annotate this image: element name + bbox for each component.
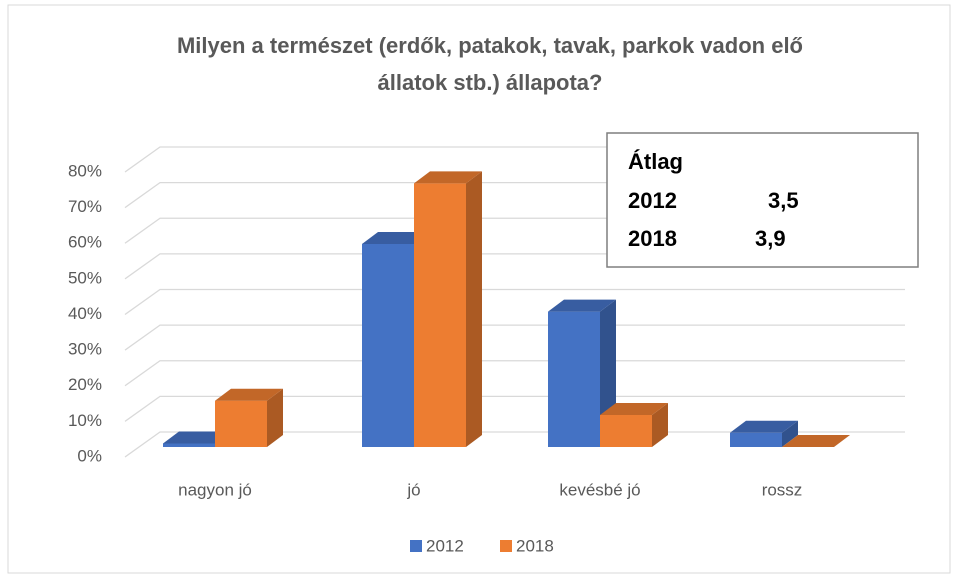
bar bbox=[548, 299, 616, 447]
legend-swatch bbox=[410, 540, 422, 552]
chart-title: Milyen a természet (erdők, patakok, tava… bbox=[177, 33, 803, 58]
annotation-value: 3,5 bbox=[768, 188, 799, 213]
y-tick-label: 10% bbox=[68, 411, 102, 430]
y-tick-label: 50% bbox=[68, 268, 102, 287]
bar-side bbox=[466, 171, 482, 447]
bar-side bbox=[267, 388, 283, 447]
x-tick-label: nagyon jó bbox=[178, 480, 252, 499]
bar-front bbox=[163, 443, 215, 447]
bar-top bbox=[730, 420, 798, 433]
bar-front bbox=[600, 414, 652, 447]
x-tick-label: rossz bbox=[762, 480, 803, 499]
bar-top bbox=[548, 299, 616, 312]
chart-title: állatok stb.) állapota? bbox=[378, 70, 603, 95]
annotation-label: 2012 bbox=[628, 188, 677, 213]
legend-swatch bbox=[500, 540, 512, 552]
x-tick-label: jó bbox=[406, 480, 420, 499]
grid-line bbox=[124, 395, 905, 422]
annotation-title: Átlag bbox=[628, 149, 683, 174]
bar bbox=[600, 402, 668, 447]
bar bbox=[414, 171, 482, 447]
y-tick-label: 0% bbox=[77, 446, 102, 465]
bar-top bbox=[215, 388, 283, 401]
legend-label: 2012 bbox=[426, 536, 464, 555]
annotation-box bbox=[606, 132, 919, 268]
annotation-label: 2018 bbox=[628, 226, 677, 251]
y-tick-label: 60% bbox=[68, 233, 102, 252]
legend-label: 2018 bbox=[516, 536, 554, 555]
bar-top bbox=[362, 231, 430, 244]
bar bbox=[782, 435, 850, 447]
bar-front bbox=[548, 311, 600, 447]
y-tick-label: 20% bbox=[68, 375, 102, 394]
bar bbox=[730, 420, 798, 447]
grid-line bbox=[124, 288, 905, 316]
bar-side bbox=[782, 420, 798, 447]
annotation-value: 3,9 bbox=[755, 226, 786, 251]
bar-top bbox=[163, 431, 231, 444]
x-tick-label: kevésbé jó bbox=[559, 480, 640, 499]
bar-front bbox=[730, 432, 782, 447]
bar-top bbox=[414, 171, 482, 184]
bar-side bbox=[652, 402, 668, 447]
grid-line bbox=[124, 324, 905, 351]
bar-front bbox=[414, 183, 466, 447]
bar-top bbox=[782, 435, 850, 447]
bar-front bbox=[362, 243, 414, 447]
y-tick-label: 40% bbox=[68, 304, 102, 323]
bar-top bbox=[600, 402, 668, 415]
bar-front bbox=[215, 400, 267, 447]
bar bbox=[215, 388, 283, 447]
y-tick-label: 70% bbox=[68, 197, 102, 216]
y-tick-label: 80% bbox=[68, 161, 102, 180]
grid-line bbox=[124, 360, 905, 387]
y-tick-label: 30% bbox=[68, 340, 102, 359]
